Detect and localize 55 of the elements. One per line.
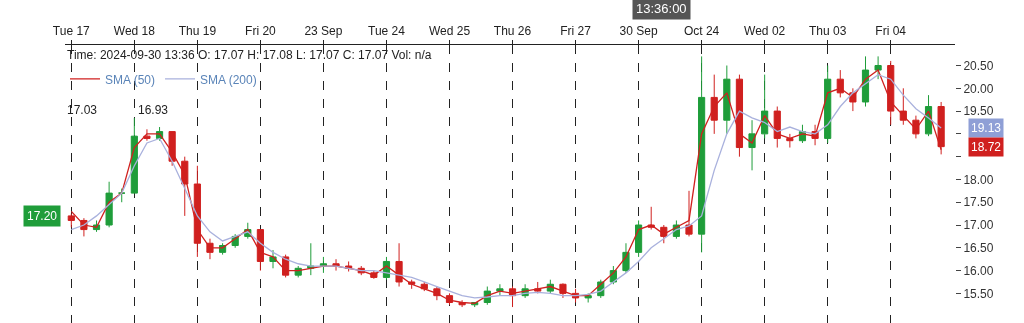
x-tick-label: Oct 24 — [683, 24, 720, 39]
candlestick — [635, 219, 643, 258]
x-tick-label: Thu 26 — [493, 24, 532, 39]
candlestick — [824, 65, 832, 144]
x-tick-label: Wed 18 — [113, 24, 156, 39]
candlestick — [143, 128, 151, 142]
y-tick-label: 20.50 — [963, 58, 994, 73]
annotation: Time: 2024-09-30 13:36 O: 17.07 H: 17.08 L: 17.07 C: 17.07 Vol: n/a — [67, 48, 432, 62]
candlestick — [181, 156, 189, 217]
y-tick-label: 16.00 — [963, 263, 994, 278]
annotation: 16.93 — [138, 103, 169, 117]
candlestick — [899, 87, 907, 126]
x-tick-label: Fri 27 — [560, 24, 592, 39]
text: 13:36:00 — [636, 1, 687, 16]
x-tick-label: Fri 04 — [875, 24, 907, 39]
candlestick — [433, 286, 441, 301]
candlestick — [168, 131, 176, 167]
x-tick-label: 23 Sep — [304, 24, 343, 39]
legend-label: SMA (50) — [105, 72, 156, 87]
candlestick — [647, 206, 655, 231]
y-tick-label: 17.00 — [963, 218, 994, 233]
y-tick-label: 20.00 — [963, 81, 994, 96]
y-tick-label: 19.50 — [963, 104, 994, 119]
y-tick-label: 16.50 — [963, 241, 994, 255]
candlestick — [710, 74, 718, 135]
candlestick — [723, 65, 731, 135]
candlestick — [395, 242, 403, 288]
y-tick-label: 18.00 — [963, 172, 994, 187]
text: 17.20 — [27, 209, 58, 223]
x-tick-label: Thu 19 — [178, 24, 217, 39]
candlestick — [773, 106, 781, 149]
x-tick-label: Tue 17 — [52, 24, 91, 39]
candlestick — [370, 270, 378, 280]
candlestick — [735, 74, 744, 158]
x-tick-label: Thu 03 — [809, 24, 847, 39]
x-tick-label: Fri 20 — [245, 24, 277, 39]
candlestick — [685, 190, 693, 237]
annotation: 17.03 — [67, 103, 98, 117]
candlestick — [559, 282, 567, 299]
x-tick-label: Wed 02 — [744, 24, 786, 39]
text: 18.72 — [971, 140, 1002, 154]
candlestick — [849, 87, 857, 112]
candlestick — [118, 188, 126, 203]
candlestick — [786, 133, 794, 149]
candlestick — [496, 283, 504, 297]
candlestick — [874, 55, 882, 80]
candlestick — [912, 115, 920, 139]
x-tick-label: Tue 24 — [368, 24, 406, 39]
candlestick — [206, 238, 214, 260]
text: 19.13 — [971, 121, 1002, 135]
y-tick-label: 15.50 — [963, 286, 994, 301]
x-tick-label: 30 Sep — [619, 24, 658, 39]
legend-label: SMA (200) — [200, 72, 257, 87]
x-tick-label: Wed 25 — [428, 24, 471, 39]
y-tick-label: 17.50 — [963, 195, 994, 210]
